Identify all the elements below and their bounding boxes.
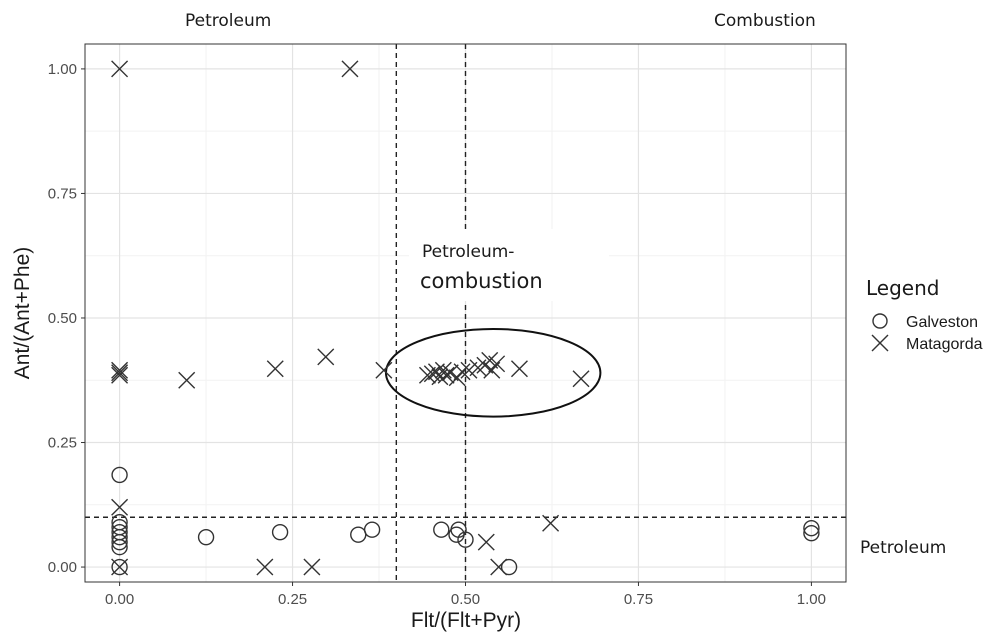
data-point-galveston [111, 538, 128, 556]
y-axis-title: Ant/(Ant+Phe) [11, 247, 34, 380]
data-point-matagorda [111, 558, 129, 576]
data-point-matagorda [111, 498, 129, 516]
data-point-galveston [803, 520, 820, 537]
data-point-matagorda [490, 558, 508, 576]
data-point-matagorda [453, 363, 471, 381]
x-axis-ticks: 0.00 0.25 0.50 0.75 1.00 [105, 582, 826, 608]
x-tick-label: 0.00 [105, 591, 134, 608]
legend-title: Legend [866, 276, 939, 300]
data-point-matagorda [111, 60, 129, 78]
x-tick-label: 0.25 [278, 591, 307, 608]
y-tick-label: 1.00 [48, 61, 77, 78]
y-tick-label: 0.00 [48, 559, 77, 576]
region-label-petroleum-bottom-right: Petroleum [860, 538, 946, 558]
data-point-galveston [500, 558, 518, 576]
data-point-matagorda [111, 361, 129, 379]
data-point-galveston [450, 521, 467, 538]
data-point-galveston [197, 528, 215, 546]
legend-key-circle-icon [872, 313, 888, 329]
data-point-matagorda [178, 371, 196, 389]
data-point-galveston [111, 533, 128, 551]
data-point-galveston [111, 466, 128, 484]
data-point-matagorda [437, 366, 455, 384]
data-point-matagorda [477, 533, 495, 551]
y-axis-ticks: 0.00 0.25 0.50 0.75 1.00 [48, 61, 85, 576]
legend-label-galveston: Galveston [906, 314, 978, 331]
region-label-petroleum-combustion-line1: Petroleum- [422, 242, 514, 262]
legend-label-matagorda: Matagorda [906, 336, 983, 353]
y-tick-label: 0.50 [48, 310, 77, 327]
region-label-petroleum-combustion-line2: combustion [420, 269, 543, 293]
data-point-matagorda [542, 514, 560, 532]
data-point-matagorda [303, 558, 321, 576]
data-point-galveston [350, 526, 367, 543]
data-point-matagorda [434, 361, 452, 379]
data-point-galveston [433, 521, 450, 538]
data-point-galveston [457, 531, 474, 548]
grid-lines [85, 44, 846, 582]
region-label-combustion: Combustion [714, 11, 816, 31]
data-point-matagorda [488, 355, 506, 373]
y-tick-label: 0.75 [48, 185, 77, 202]
data-point-matagorda [256, 558, 274, 576]
reference-lines [85, 44, 846, 582]
data-point-galveston [111, 528, 128, 546]
y-tick-label: 0.25 [48, 435, 77, 452]
data-point-galveston [271, 523, 289, 541]
x-tick-label: 0.50 [451, 591, 480, 608]
region-label-petroleum-top: Petroleum [185, 11, 271, 31]
petroleum-combustion-label-background [409, 229, 609, 301]
data-point-matagorda [266, 360, 284, 378]
data-point-matagorda [317, 348, 335, 366]
data-point-matagorda [341, 60, 359, 78]
data-point-matagorda [510, 360, 528, 378]
data-points [111, 60, 820, 576]
legend-key-x-icon [871, 334, 889, 352]
data-point-galveston [111, 558, 128, 576]
data-point-matagorda [375, 361, 393, 379]
data-point-matagorda [427, 363, 445, 381]
data-point-galveston [363, 521, 381, 538]
x-axis-title: Flt/(Flt+Pyr) [411, 609, 521, 632]
data-point-matagorda [469, 359, 487, 377]
x-tick-label: 1.00 [797, 591, 826, 608]
data-point-matagorda [111, 366, 129, 384]
legend: Legend Galveston Matagorda [866, 276, 983, 353]
x-tick-label: 0.75 [624, 591, 653, 608]
data-point-galveston [803, 524, 820, 542]
data-point-matagorda [111, 364, 129, 382]
data-point-matagorda [572, 370, 590, 388]
